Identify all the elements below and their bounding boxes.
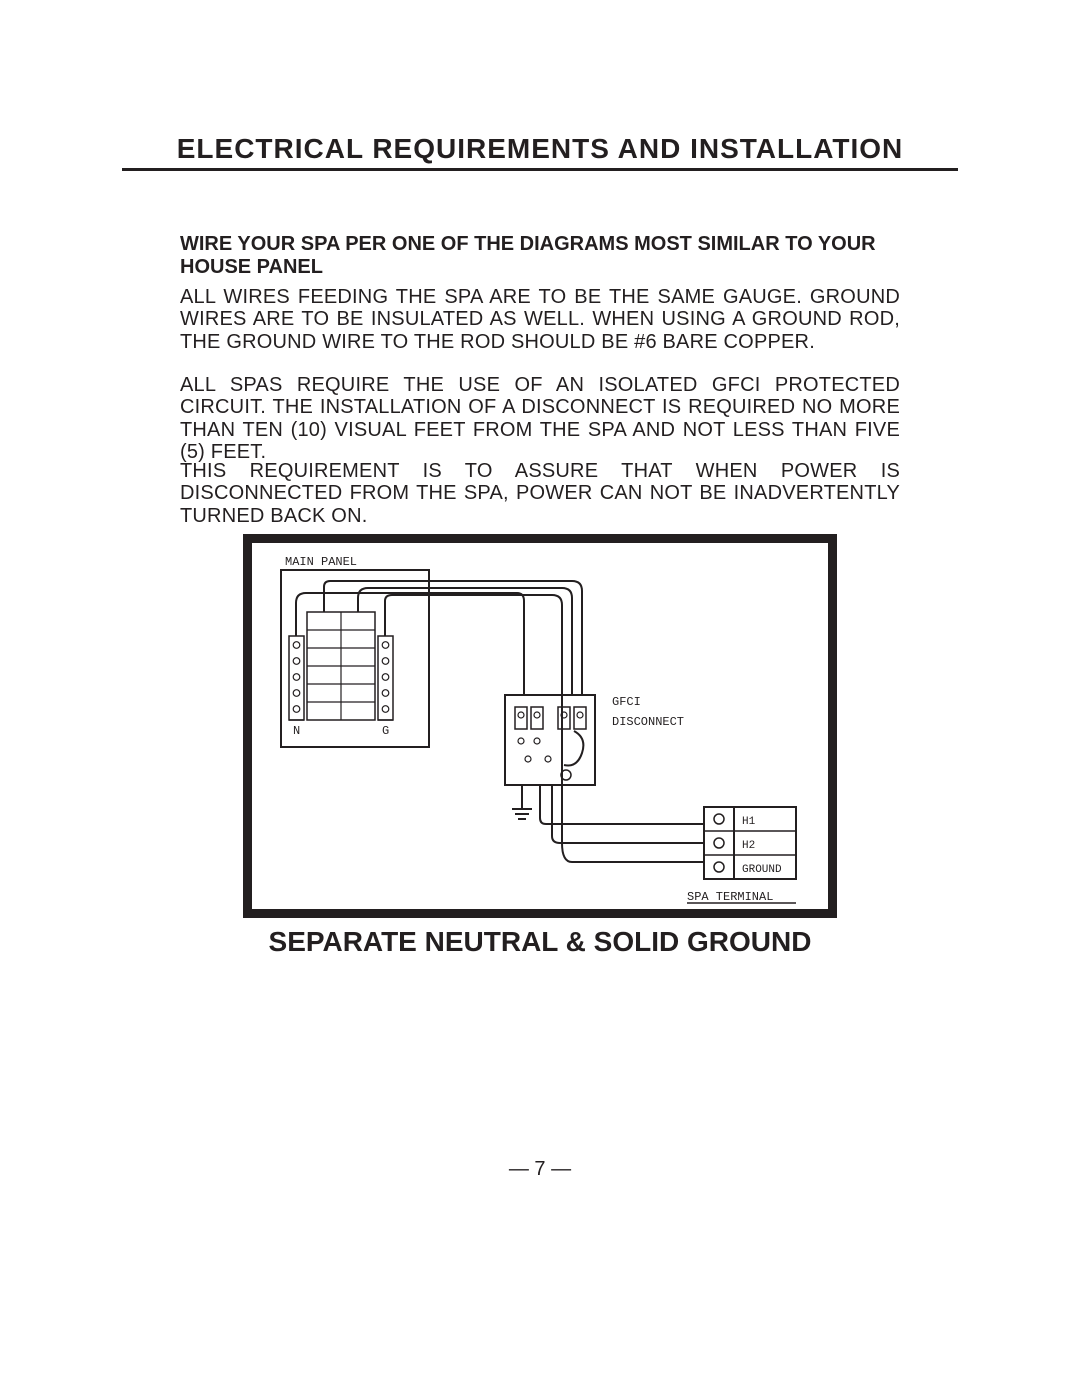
label-h2: H2 bbox=[742, 840, 755, 852]
label-main-panel: MAIN PANEL bbox=[285, 555, 357, 569]
document-page: ELECTRICAL REQUIREMENTS AND INSTALLATION… bbox=[0, 0, 1080, 1397]
page-title: ELECTRICAL REQUIREMENTS AND INSTALLATION bbox=[0, 133, 1080, 165]
paragraph-2: ALL SPAS REQUIRE THE USE OF AN ISOLATED … bbox=[180, 374, 900, 464]
title-underline bbox=[122, 168, 958, 171]
label-gfci: GFCI bbox=[612, 695, 641, 709]
label-g: G bbox=[382, 724, 389, 738]
label-disconnect: DISCONNECT bbox=[612, 715, 684, 729]
subheading: WIRE YOUR SPA PER ONE OF THE DIAGRAMS MO… bbox=[180, 233, 900, 279]
label-ground: GROUND bbox=[742, 864, 782, 876]
label-n: N bbox=[293, 724, 300, 738]
label-h1: H1 bbox=[742, 816, 756, 828]
wiring-diagram: MAIN PANEL N bbox=[243, 534, 837, 918]
page-number: — 7 — bbox=[0, 1158, 1080, 1181]
diagram-caption: SEPARATE NEUTRAL & SOLID GROUND bbox=[0, 926, 1080, 958]
paragraph-3: THIS REQUIREMENT IS TO ASSURE THAT WHEN … bbox=[180, 460, 900, 527]
label-spa-terminal: SPA TERMINAL bbox=[687, 890, 773, 904]
paragraph-1: ALL WIRES FEEDING THE SPA ARE TO BE THE … bbox=[180, 286, 900, 353]
